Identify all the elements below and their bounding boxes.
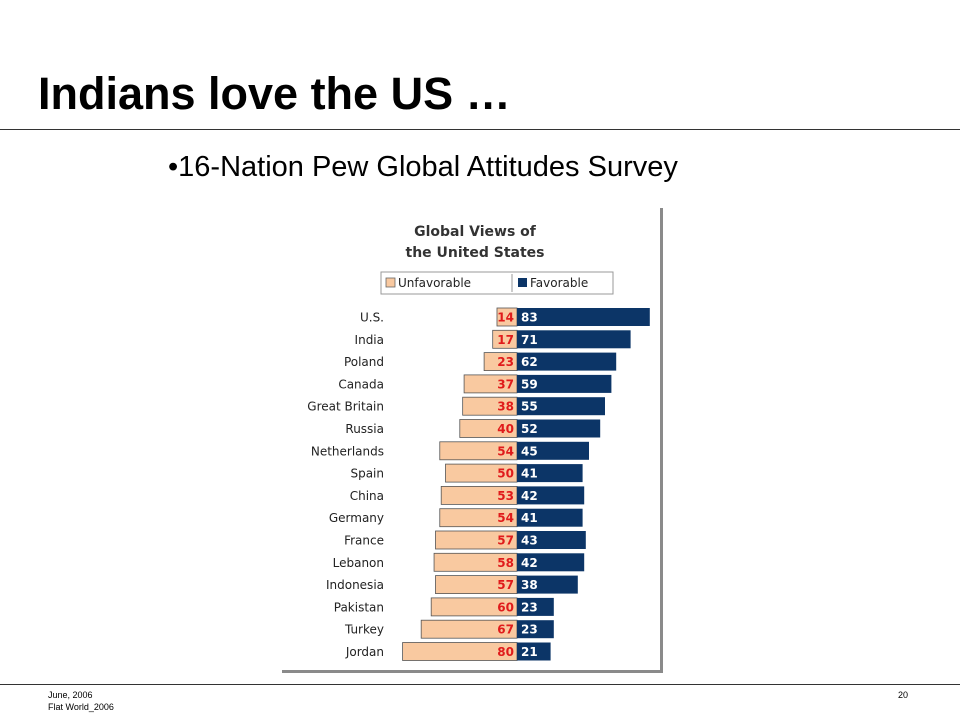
favorable-bar <box>517 308 650 326</box>
category-label: Lebanon <box>333 556 384 570</box>
legend-swatch-favorable <box>518 278 527 287</box>
favorable-bar <box>517 553 585 572</box>
chart-frame: Global Views of the United States Unfavora… <box>282 208 663 673</box>
favorable-value-label: 52 <box>521 422 538 436</box>
favorable-bar <box>517 620 554 639</box>
favorable-value-label: 41 <box>521 467 538 481</box>
slide-title: Indians love the US … <box>38 68 511 119</box>
favorable-bar <box>517 486 585 505</box>
footer-date: June, 2006 <box>48 690 93 700</box>
favorable-value-label: 71 <box>521 333 538 347</box>
favorable-bar <box>517 397 605 416</box>
legend-label-unfavorable: Unfavorable <box>398 276 471 290</box>
page-number: 20 <box>898 690 909 700</box>
unfavorable-value-label: 23 <box>497 355 514 369</box>
category-label: Great Britain <box>307 400 384 414</box>
favorable-bar <box>517 330 631 349</box>
favorable-bar <box>517 642 551 661</box>
chart-title-line: Global Views of <box>414 224 537 240</box>
unfavorable-value-label: 54 <box>497 444 514 458</box>
favorable-value-label: 45 <box>521 444 538 458</box>
unfavorable-value-label: 60 <box>497 600 514 614</box>
unfavorable-value-label: 80 <box>497 645 514 659</box>
unfavorable-value-label: 14 <box>497 311 514 325</box>
bullet-text: •16-Nation Pew Global Attitudes Survey <box>168 151 678 183</box>
unfavorable-value-label: 38 <box>497 400 514 414</box>
chart-title-line: the United States <box>406 245 545 261</box>
unfavorable-value-label: 53 <box>497 489 514 503</box>
category-label: China <box>350 489 384 503</box>
category-label: Jordan <box>345 645 384 659</box>
favorable-value-label: 62 <box>521 355 538 369</box>
favorable-value-label: 42 <box>521 556 538 570</box>
favorable-value-label: 55 <box>521 400 538 414</box>
favorable-value-label: 23 <box>521 600 538 614</box>
favorable-bar <box>517 441 589 460</box>
favorable-value-label: 83 <box>521 311 538 325</box>
category-label: Indonesia <box>326 578 384 592</box>
unfavorable-value-label: 54 <box>497 511 514 525</box>
favorable-bar <box>517 597 554 616</box>
legend-swatch-unfavorable <box>385 277 396 288</box>
footer-info: June, 2006 Flat World_2006 <box>48 689 114 713</box>
favorable-bar <box>517 419 601 438</box>
category-label: Pakistan <box>334 600 384 614</box>
favorable-bar <box>517 575 578 594</box>
favorable-value-label: 23 <box>521 623 538 637</box>
category-label: India <box>355 333 384 347</box>
unfavorable-value-label: 40 <box>497 422 514 436</box>
category-label: Germany <box>329 511 384 525</box>
favorable-bar <box>517 464 583 483</box>
favorable-value-label: 42 <box>521 489 538 503</box>
favorable-value-label: 43 <box>521 534 538 548</box>
favorable-bar <box>517 352 617 371</box>
favorable-value-label: 21 <box>521 645 538 659</box>
footer-divider <box>0 684 960 685</box>
category-label: Canada <box>338 377 384 391</box>
favorable-bar <box>517 374 612 393</box>
favorable-value-label: 41 <box>521 511 538 525</box>
unfavorable-value-label: 17 <box>497 333 514 347</box>
category-label: Netherlands <box>311 444 384 458</box>
title-divider <box>0 129 960 130</box>
category-label: Poland <box>344 355 384 369</box>
legend-box <box>380 271 614 295</box>
category-label: U.S. <box>360 311 384 325</box>
bar-chart: Global Views of the United States Unfavora… <box>307 224 650 661</box>
unfavorable-value-label: 50 <box>497 467 514 481</box>
unfavorable-value-label: 37 <box>497 377 514 391</box>
category-label: Turkey <box>344 623 384 637</box>
unfavorable-value-label: 57 <box>497 578 514 592</box>
footer-source: Flat World_2006 <box>48 702 114 712</box>
category-label: Russia <box>345 422 384 436</box>
category-label: France <box>344 534 384 548</box>
favorable-bar <box>517 508 583 527</box>
favorable-bar <box>517 531 586 549</box>
unfavorable-value-label: 57 <box>497 534 514 548</box>
favorable-value-label: 59 <box>521 377 538 391</box>
legend-label-favorable: Favorable <box>530 276 588 290</box>
favorable-value-label: 38 <box>521 578 538 592</box>
unfavorable-value-label: 58 <box>497 556 514 570</box>
unfavorable-value-label: 67 <box>497 623 514 637</box>
category-label: Spain <box>350 467 384 481</box>
